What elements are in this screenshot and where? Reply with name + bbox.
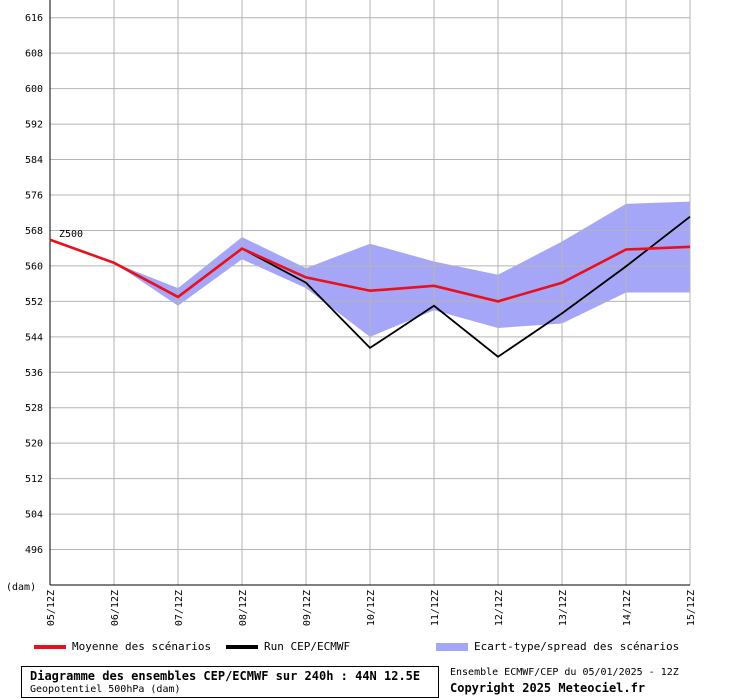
y-tick-label: 600 <box>25 84 43 95</box>
x-tick-label: 09/12Z <box>302 590 313 626</box>
legend-run: Run CEP/ECMWF <box>226 640 350 653</box>
x-tick-label: 07/12Z <box>174 590 185 626</box>
x-tick-label: 10/12Z <box>366 590 377 626</box>
ensemble-chart: 496 504 512 520 528 536 544 552 560 568 576 584 592 6… <box>6 0 697 626</box>
chart-title-box: Diagramme des ensembles CEP/ECMWF sur 24… <box>21 666 439 698</box>
y-tick-label: 496 <box>25 545 43 556</box>
y-tick-label: 528 <box>25 403 43 414</box>
legend-spread-label: Ecart-type/spread des scénarios <box>474 640 680 653</box>
y-tick-label: 520 <box>25 439 43 450</box>
series-line-mean <box>49 238 691 303</box>
y-tick-label: 592 <box>25 120 43 131</box>
x-tick-label: 14/12Z <box>622 590 633 626</box>
y-tick-label: 560 <box>25 261 43 272</box>
y-tick-label: 584 <box>25 155 43 166</box>
y-tick-label: 544 <box>25 332 43 343</box>
y-axis-unit: (dam) <box>6 582 36 593</box>
x-tick-label: 05/12Z <box>46 590 57 626</box>
y-tick-label: 576 <box>25 191 43 202</box>
x-tick-label: 15/12Z <box>686 590 697 626</box>
y-tick-label: 504 <box>25 510 43 521</box>
x-tick-label: 13/12Z <box>558 590 569 626</box>
y-tick-label: 512 <box>25 474 43 485</box>
y-tick-label: 552 <box>25 297 43 308</box>
y-tick-label: 536 <box>25 368 43 379</box>
annotation-z500: Z500 <box>59 229 83 240</box>
chart-subtitle: Geopotentiel 500hPa (dam) <box>30 684 181 695</box>
x-tick-label: 12/12Z <box>494 590 505 626</box>
legend-mean-label: Moyenne des scénarios <box>72 640 212 653</box>
run-info-text: Ensemble ECMWF/CEP du 05/01/2025 - 12Z <box>450 667 679 678</box>
y-tick-label: 568 <box>25 226 43 237</box>
y-tick-label: 608 <box>25 49 43 60</box>
legend-mean: Moyenne des scénarios <box>34 640 211 653</box>
legend-spread: Ecart-type/spread des scénarios <box>436 640 679 653</box>
legend-mean-swatch <box>34 644 66 649</box>
legend-spread-swatch <box>436 642 468 651</box>
chart-title: Diagramme des ensembles CEP/ECMWF sur 24… <box>30 669 421 683</box>
y-tick-label: 616 <box>25 13 43 24</box>
x-tick-label: 06/12Z <box>110 590 121 626</box>
run-info: Ensemble ECMWF/CEP du 05/01/2025 - 12Z C… <box>450 666 679 697</box>
legend-run-swatch <box>226 644 258 649</box>
x-tick-label: 08/12Z <box>238 590 249 626</box>
legend-run-label: Run CEP/ECMWF <box>264 640 351 653</box>
x-tick-label: 11/12Z <box>430 590 441 626</box>
copyright-text: Copyright 2025 Meteociel.fr <box>450 681 646 695</box>
